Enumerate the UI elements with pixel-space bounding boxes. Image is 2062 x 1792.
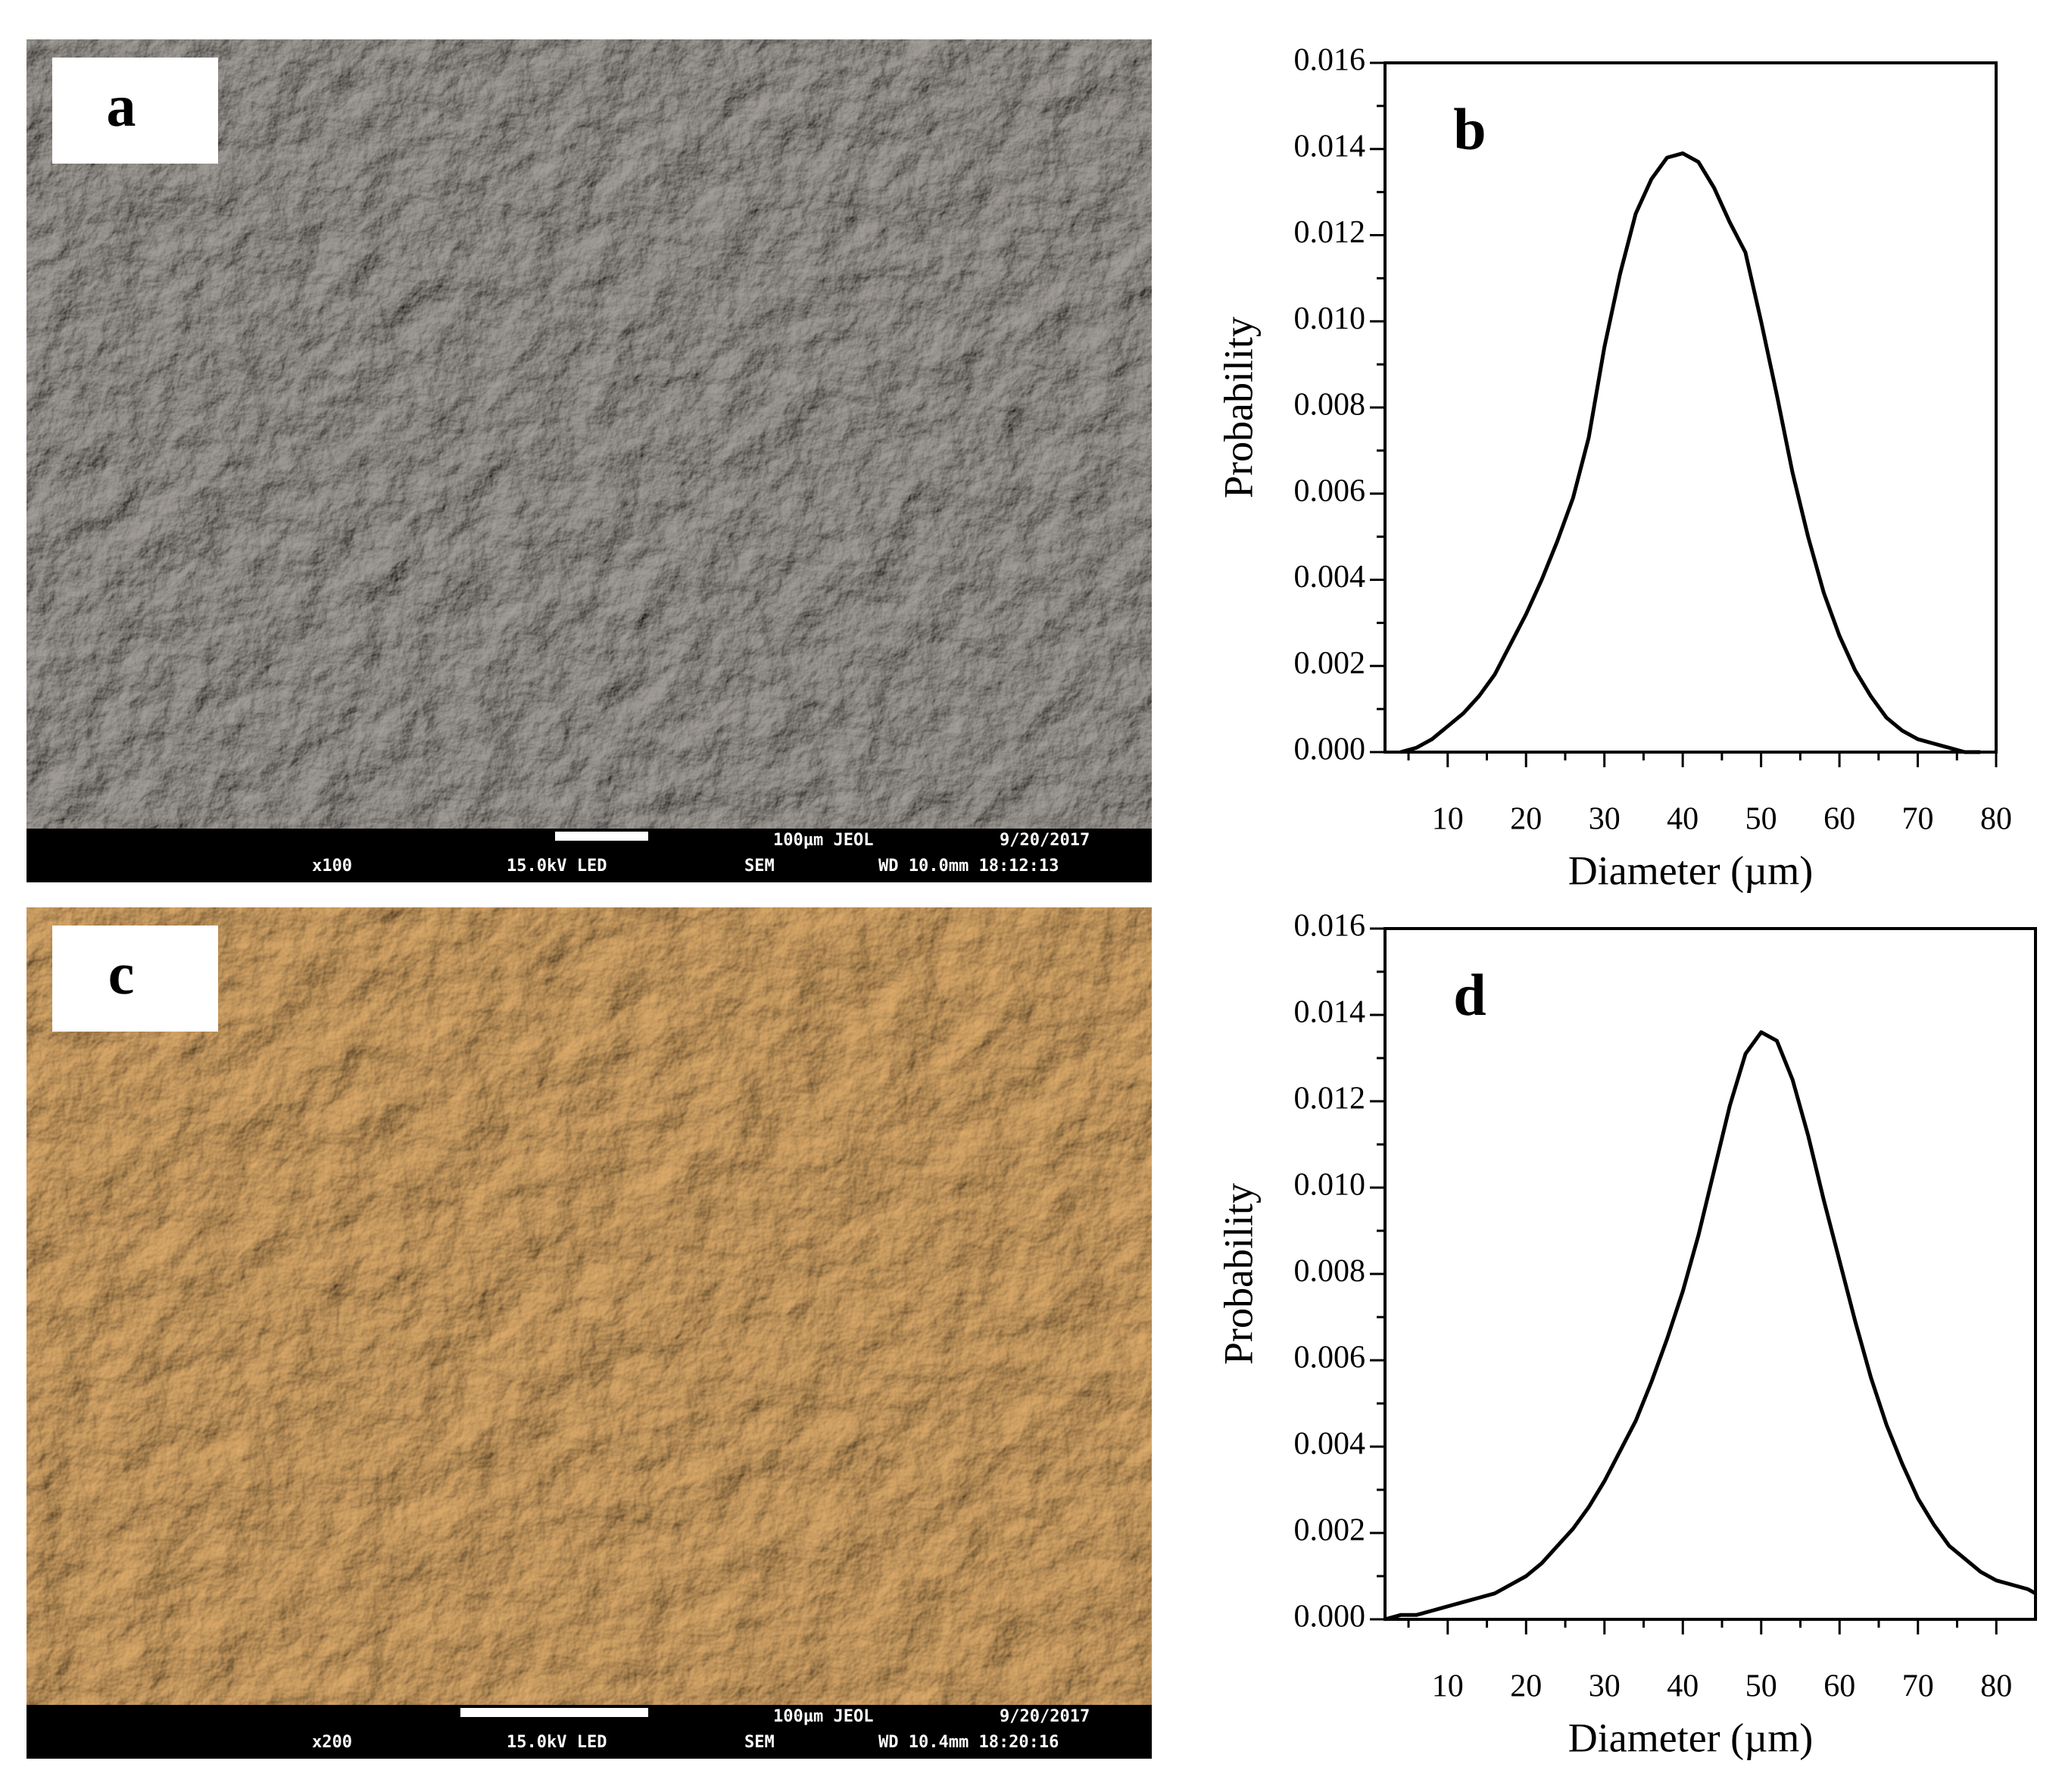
x-tick-label: 80 [1980, 1669, 2012, 1704]
x-tick-label: 50 [1745, 802, 1777, 837]
info-text: 9/20/2017 [1000, 1707, 1090, 1726]
x-tick-label: 40 [1667, 1669, 1699, 1704]
scale-bar [555, 832, 648, 841]
y-tick-label: 0.000 [1294, 732, 1366, 767]
x-tick-label: 30 [1589, 802, 1621, 837]
panel-label: d [1453, 962, 1486, 1028]
info-text: SEM [744, 1733, 775, 1752]
info-text: WD 10.4mm 18:20:16 [878, 1733, 1059, 1752]
y-tick-label: 0.016 [1294, 909, 1366, 944]
info-text: WD 10.0mm 18:12:13 [878, 857, 1059, 876]
y-tick-label: 0.002 [1294, 646, 1366, 681]
data-line [1400, 151, 1981, 754]
charts: 0.000 0.002 0.004 0.006 0.008 0.010 0.012 0.014… [1215, 43, 2037, 1760]
y-tick-label: 0.014 [1294, 995, 1366, 1030]
x-tick-label: 30 [1589, 1669, 1621, 1704]
label-box [52, 926, 218, 1032]
sem-image [27, 907, 1152, 1705]
info-text: x100 [312, 857, 352, 876]
x-tick-label: 40 [1667, 802, 1699, 837]
plot-frame [1384, 61, 1998, 754]
info-text: SEM [744, 857, 775, 876]
y-axis-label: Probability [1215, 1183, 1261, 1365]
info-text: x200 [312, 1733, 352, 1752]
x-tick-label: 70 [1902, 1669, 1934, 1704]
x-tick-label: 10 [1432, 1669, 1464, 1704]
line-chart: 0.000 0.002 0.004 0.006 0.008 0.010 0.012 0.014… [1215, 909, 2037, 1760]
info-text: 15.0kV LED [507, 857, 607, 876]
scale-bar [460, 1708, 648, 1717]
sem-panels: 100µm JEOL 9/20/2017 x100 15.0kV LED SEM WD 1… [27, 39, 1152, 1759]
x-tick-label: 10 [1432, 802, 1464, 837]
y-tick-label: 0.016 [1294, 43, 1366, 78]
y-tick-label: 0.010 [1294, 1168, 1366, 1203]
panel-label: a [107, 73, 136, 139]
x-tick-label: 60 [1823, 1669, 1855, 1704]
x-tick-label: 20 [1510, 1669, 1542, 1704]
info-text: 9/20/2017 [1000, 831, 1090, 850]
y-tick-label: 0.002 [1294, 1513, 1366, 1548]
x-tick-label: 70 [1902, 802, 1934, 837]
y-tick-label: 0.012 [1294, 1082, 1366, 1116]
x-tick-label: 80 [1980, 802, 2012, 837]
y-tick-label: 0.000 [1294, 1600, 1366, 1634]
y-tick-label: 0.008 [1294, 1254, 1366, 1289]
info-text: 15.0kV LED [507, 1733, 607, 1752]
x-axis-label: Diameter (µm) [1568, 1715, 1813, 1760]
y-tick-label: 0.004 [1294, 560, 1366, 595]
info-text: 100µm JEOL [773, 1707, 873, 1726]
y-tick-label: 0.006 [1294, 473, 1366, 508]
data-line [1384, 1030, 2037, 1622]
y-tick-label: 0.012 [1294, 215, 1366, 250]
x-tick-label: 60 [1823, 802, 1855, 837]
y-tick-label: 0.010 [1294, 301, 1366, 336]
line-chart: 0.000 0.002 0.004 0.006 0.008 0.010 0.012 0.014… [1215, 43, 2012, 894]
y-tick-label: 0.006 [1294, 1341, 1366, 1375]
y-axis-label: Probability [1215, 317, 1261, 498]
panel-label: c [108, 941, 135, 1007]
x-axis-label: Diameter (µm) [1568, 848, 1813, 893]
info-text: 100µm JEOL [773, 831, 873, 850]
y-tick-label: 0.004 [1294, 1427, 1366, 1462]
label-box [52, 58, 218, 164]
sem-image [27, 39, 1152, 829]
y-tick-label: 0.014 [1294, 129, 1366, 164]
x-tick-label: 50 [1745, 1669, 1777, 1704]
plot-frame [1384, 927, 2037, 1621]
panel-label: b [1453, 96, 1486, 162]
x-tick-label: 20 [1510, 802, 1542, 837]
y-tick-label: 0.008 [1294, 388, 1366, 423]
